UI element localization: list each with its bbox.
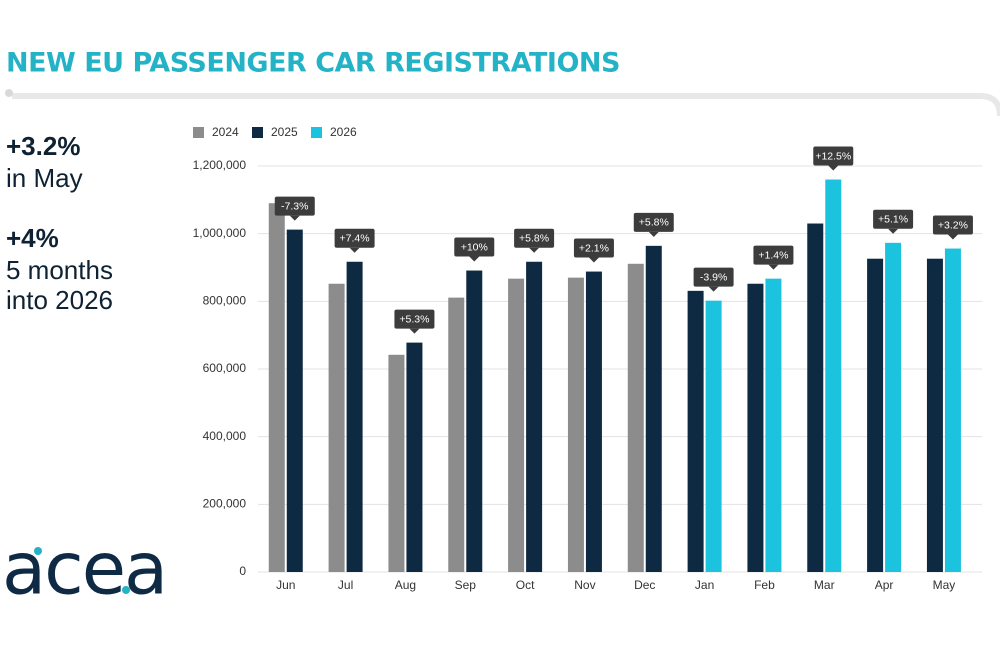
change-label-box: [633, 212, 674, 232]
bar: [567, 277, 584, 572]
bar: [328, 283, 345, 572]
change-label-pointer: [349, 247, 360, 253]
change-label: +5.8%: [519, 233, 549, 245]
x-tick-label: Feb: [754, 578, 775, 592]
change-label: +7.4%: [340, 233, 370, 245]
legend-label: 2024: [212, 125, 239, 139]
y-tick-label: 200,000: [203, 497, 247, 511]
change-label-pointer: [888, 228, 899, 234]
x-tick-label: Oct: [516, 578, 535, 592]
change-label-pointer: [289, 215, 300, 221]
change-label-box: [693, 267, 734, 287]
x-tick-label: Apr: [875, 578, 894, 592]
change-label: +5.1%: [878, 214, 908, 226]
y-tick-label: 400,000: [203, 429, 247, 443]
change-label: +3.2%: [938, 219, 968, 231]
change-label-pointer: [469, 256, 480, 262]
change-label-box: [514, 228, 555, 248]
page-title: NEW EU PASSENGER CAR REGISTRATIONS: [6, 48, 620, 79]
x-tick-label: Jan: [695, 578, 714, 592]
legend-swatch: [311, 127, 322, 138]
bar: [406, 342, 423, 572]
change-label-pointer: [588, 257, 599, 263]
change-label: -3.9%: [700, 271, 727, 283]
bar: [687, 290, 704, 572]
legend-swatch: [252, 127, 263, 138]
bar: [885, 242, 902, 572]
logo-dot: [34, 547, 42, 555]
bar: [346, 261, 363, 572]
change-label-box: [813, 146, 854, 166]
x-tick-label: Jun: [276, 578, 295, 592]
change-label-box: [873, 209, 914, 229]
change-label: +5.3%: [399, 313, 429, 325]
bar: [585, 271, 602, 572]
highlight-text: 5 months: [6, 255, 113, 285]
bar: [645, 245, 662, 572]
bar: [268, 203, 285, 572]
bar: [765, 278, 782, 572]
x-tick-label: May: [933, 578, 956, 592]
change-label-pointer: [529, 247, 540, 253]
x-tick-label: Mar: [814, 578, 835, 592]
highlight-text: into 2026: [6, 285, 113, 315]
legend-label: 2025: [271, 125, 298, 139]
y-tick-label: 1,200,000: [193, 158, 247, 172]
change-label: -7.3%: [281, 200, 308, 212]
bar: [867, 258, 884, 572]
change-label-box: [573, 238, 614, 258]
change-label: +1.4%: [758, 249, 788, 261]
bar: [926, 258, 943, 572]
change-label: +5.8%: [639, 217, 669, 229]
highlight-value: +4%: [6, 223, 59, 253]
bar: [825, 179, 842, 573]
bar: [526, 261, 543, 572]
x-tick-label: Jul: [338, 578, 353, 592]
x-tick-label: Nov: [574, 578, 595, 592]
bar: [286, 229, 303, 572]
logo: acea: [2, 527, 168, 611]
change-label-pointer: [947, 234, 958, 240]
x-tick-label: Aug: [395, 578, 416, 592]
highlight-value: +3.2%: [6, 131, 80, 161]
change-label-pointer: [409, 328, 420, 334]
legend-label: 2026: [330, 125, 357, 139]
logo-dot: [122, 586, 130, 594]
change-label: +2.1%: [579, 242, 609, 254]
change-label-pointer: [708, 286, 719, 292]
y-tick-label: 0: [239, 564, 246, 578]
change-label-box: [753, 245, 794, 265]
x-tick-label: Dec: [634, 578, 655, 592]
logo-text: acea: [2, 527, 166, 611]
bar: [944, 248, 961, 572]
y-tick-label: 600,000: [203, 361, 247, 375]
change-label-box: [454, 237, 495, 257]
bar: [807, 223, 824, 572]
change-label-pointer: [768, 264, 779, 270]
change-label: +10%: [461, 241, 488, 253]
bar: [448, 297, 465, 572]
change-label-box: [932, 215, 973, 235]
bar: [705, 300, 722, 572]
highlight-text: in May: [6, 163, 83, 193]
bar: [627, 263, 644, 572]
x-tick-label: Sep: [455, 578, 477, 592]
bar: [508, 278, 525, 572]
card-dot: [5, 89, 13, 97]
y-tick-label: 800,000: [203, 294, 247, 308]
card-border: [12, 93, 1000, 117]
y-tick-label: 1,000,000: [193, 226, 247, 240]
bar: [388, 354, 405, 572]
change-label-pointer: [648, 231, 659, 237]
change-label-box: [274, 196, 315, 216]
change-label-box: [394, 309, 435, 329]
legend-swatch: [193, 127, 204, 138]
change-label-pointer: [828, 165, 839, 171]
bar: [466, 270, 483, 572]
change-label: +12.5%: [815, 150, 851, 162]
bar: [747, 283, 764, 572]
change-label-box: [334, 228, 375, 248]
